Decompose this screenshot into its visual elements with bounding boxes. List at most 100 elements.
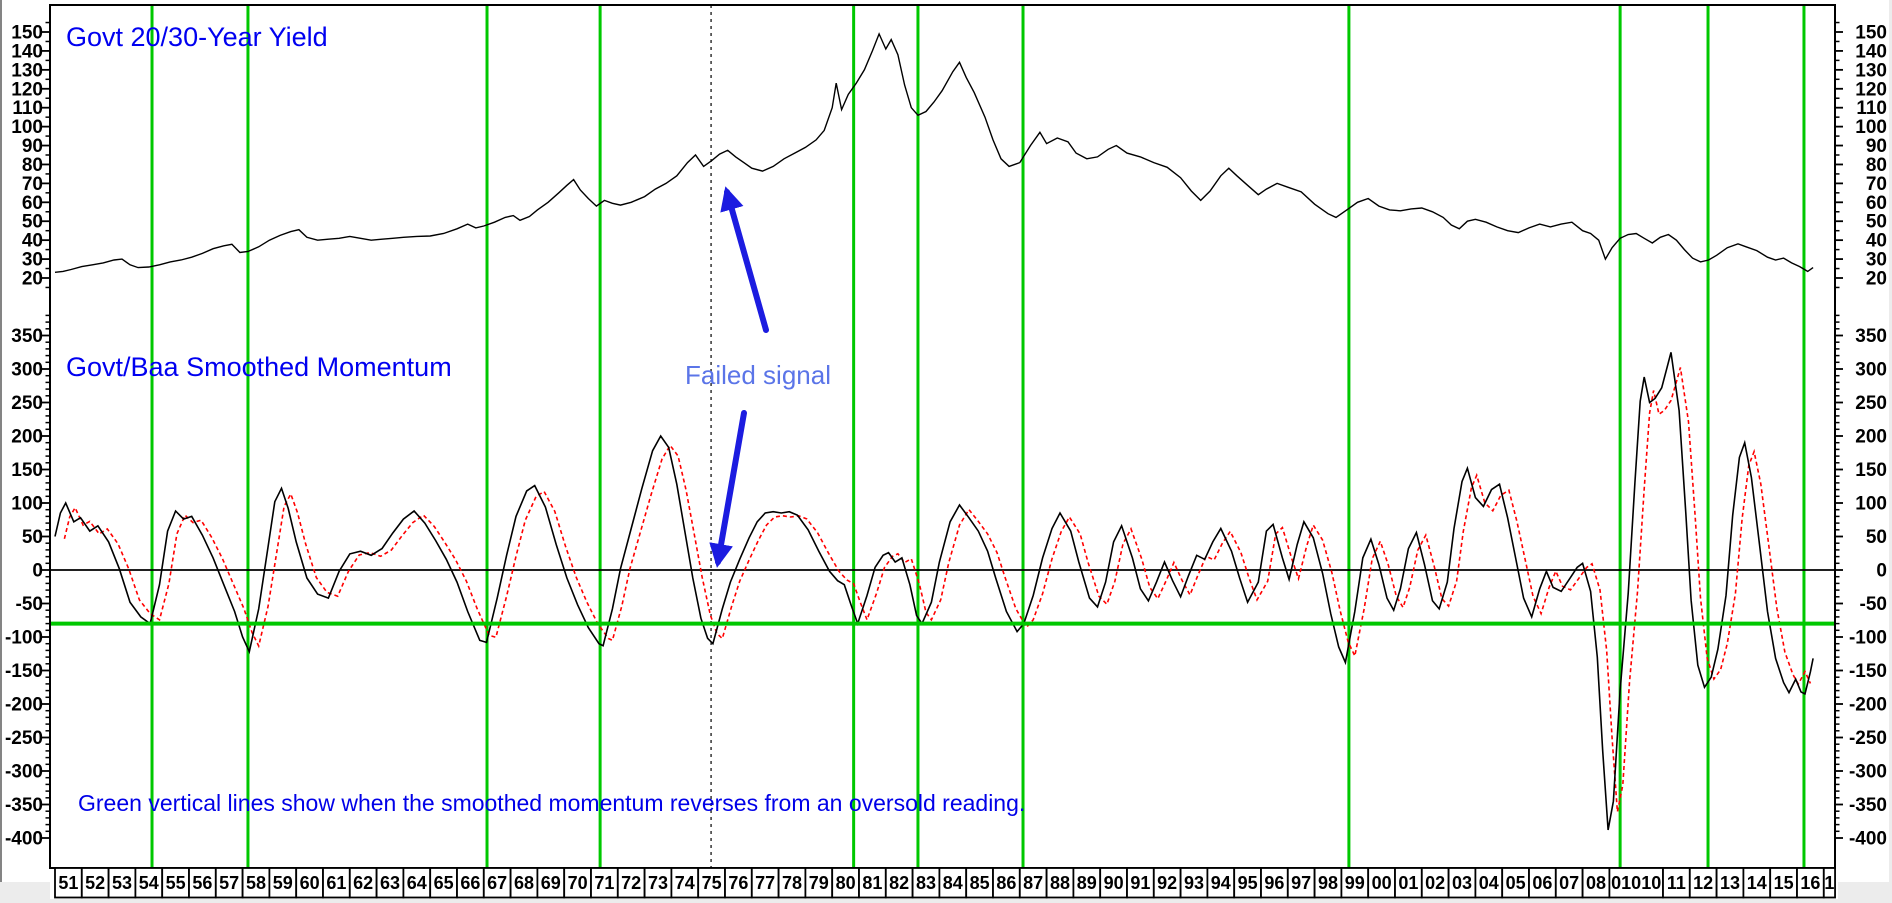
x-axis-year-label: 03: [1452, 873, 1472, 893]
x-axis-year-label: 97: [1291, 873, 1311, 893]
x-axis-year-label: 08: [1586, 873, 1606, 893]
y-axis-label: 80: [1866, 155, 1887, 176]
x-axis-cell: [80, 867, 110, 899]
y-axis-ticks: -400 -400 -350 -350 -300 -300 -250 -250 -200 -200…: [5, 314, 1887, 850]
x-axis-cell: [322, 867, 351, 899]
corner-mask-right: [1838, 882, 1892, 903]
y-axis-label: 130: [11, 60, 43, 81]
x-axis-year-label: 61: [326, 873, 346, 893]
y-axis-label: 250: [11, 393, 43, 414]
x-axis-year-label: 80: [836, 873, 856, 893]
y-axis-label: 70: [22, 174, 43, 195]
x-axis-cell: [188, 867, 217, 899]
y-axis-label: 350: [11, 326, 43, 347]
x-axis-year-label: 88: [1050, 873, 1070, 893]
x-axis-year-label: 78: [782, 873, 802, 893]
y-axis-label: 20: [22, 269, 43, 290]
momentum-line: [54, 352, 1814, 831]
y-axis-label: 120: [1855, 79, 1887, 100]
x-axis-year-label: 16: [1800, 873, 1820, 893]
y-axis-label: 80: [22, 155, 43, 176]
x-axis-year-label: 66: [460, 873, 480, 893]
x-axis-year-label: 83: [916, 873, 936, 893]
x-axis-year-label: 1: [1824, 873, 1834, 893]
y-axis-label: 300: [1855, 360, 1887, 381]
x-axis-year-label: 86: [996, 873, 1016, 893]
x-axis-cell: [161, 867, 190, 899]
x-axis-cell: [1018, 867, 1048, 899]
x-axis-year-label: 06: [1532, 873, 1552, 893]
x-axis-year-label: 05: [1506, 873, 1526, 893]
x-axis-year-label: 99: [1345, 873, 1365, 893]
x-axis-cell: [1072, 867, 1102, 899]
x-axis-year-label: 81: [862, 873, 882, 893]
x-axis-year-label: 74: [675, 873, 695, 893]
x-axis-year-label: 01010: [1611, 873, 1661, 893]
y-axis-label: -300: [1849, 762, 1887, 783]
x-axis-year-label: 04: [1479, 873, 1499, 893]
x-axis-year-label: 90: [1104, 873, 1124, 893]
x-axis-cell: [375, 867, 405, 899]
x-axis-year-label: 71: [594, 873, 614, 893]
y-axis-label: -400: [1849, 829, 1887, 850]
x-axis-year-label: 79: [809, 873, 829, 893]
x-axis-year-label: 93: [1184, 873, 1204, 893]
x-axis-year-label: 54: [139, 873, 159, 893]
x-axis-year-label: 12: [1693, 873, 1713, 893]
y-axis-label: -200: [5, 695, 43, 716]
y-axis-label: 150: [1855, 460, 1887, 481]
window-left-edge: [0, 0, 2, 899]
x-axis-year-label: 69: [541, 873, 561, 893]
x-axis-cell: [911, 867, 941, 899]
x-axis-year-label: 72: [621, 873, 641, 893]
x-axis-cell: [831, 867, 860, 899]
x-axis-cell: [456, 867, 485, 899]
x-axis-year-label: 01: [1398, 873, 1418, 893]
y-axis-label: 110: [1856, 98, 1887, 119]
x-axis-year-label: 73: [648, 873, 668, 893]
y-axis-label: -200: [1849, 695, 1887, 716]
x-axis-year-label: 14: [1747, 873, 1767, 893]
y-axis-label: -150: [5, 661, 43, 682]
x-axis-cell: [134, 867, 164, 899]
x-axis-year-label: 60: [300, 873, 320, 893]
y-axis-label: -250: [1849, 728, 1887, 749]
x-axis-year-label: 59: [273, 873, 293, 893]
y-axis-label: -50: [1860, 594, 1887, 615]
x-axis-cell: [214, 867, 244, 899]
x-axis: 51 52 53 54 55 56 57 58 59 60 61 62 63 64 65 66 67 68 69 70…: [54, 867, 1836, 899]
x-axis-cell: [1260, 867, 1289, 899]
x-axis-year-label: 77: [755, 873, 775, 893]
y-axis-label: 140: [1855, 41, 1887, 62]
x-axis-cell: [1662, 867, 1691, 899]
x-axis-cell: [107, 867, 137, 899]
x-axis-cell: [965, 867, 994, 899]
y-axis-label: -50: [16, 594, 43, 615]
x-axis-year-label: 53: [112, 873, 132, 893]
x-axis-cell: [1796, 867, 1825, 899]
y-axis-label: 30: [22, 250, 43, 271]
x-axis-year-label: 67: [487, 873, 507, 893]
x-axis-year-label: 52: [85, 873, 105, 893]
x-axis-year-label: 92: [1157, 873, 1177, 893]
momentum-signal-line: [63, 367, 1812, 812]
x-axis-year-label: 58: [246, 873, 266, 893]
x-axis-year-label: 64: [407, 873, 427, 893]
x-axis-year-label: 85: [970, 873, 990, 893]
y-axis-label: 0: [32, 561, 43, 582]
y-axis-label: 200: [11, 427, 43, 448]
y-axis-label: -150: [1849, 661, 1887, 682]
x-axis-cell: [884, 867, 914, 899]
y-axis-label: 140: [11, 41, 43, 62]
y-axis-label: 100: [11, 494, 43, 515]
bottom-strip: [0, 899, 1892, 903]
x-axis-cell: [1340, 867, 1370, 899]
y-axis-label: -100: [5, 628, 43, 649]
x-axis-year-label: 02: [1425, 873, 1445, 893]
y-axis-label: 150: [1855, 23, 1887, 44]
x-axis-cell: [295, 867, 324, 899]
x-axis-cell: [482, 867, 512, 899]
